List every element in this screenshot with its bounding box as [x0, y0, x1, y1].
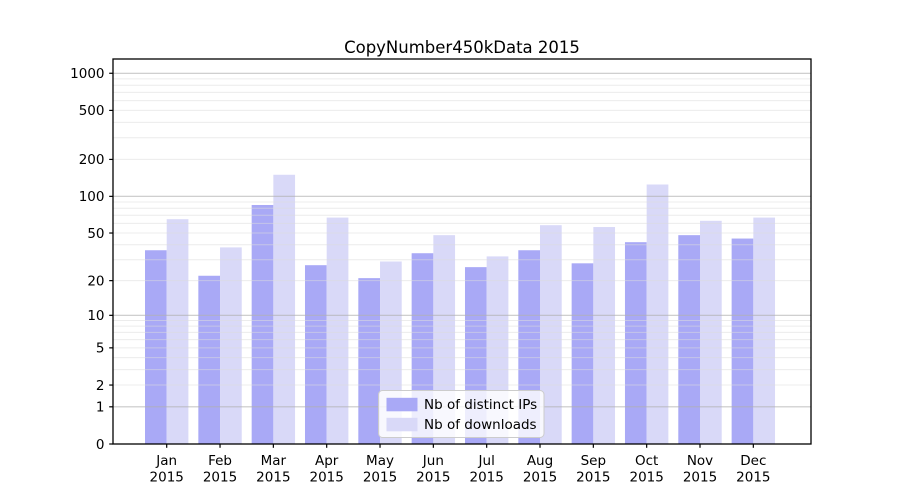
y-tick-label-1000: 1000 [70, 66, 104, 82]
axes-box [112, 58, 812, 445]
chart-root: 01251020501002005001000Jan2015Feb2015Mar… [70, 58, 812, 486]
bar-nb-of-downloads-apr [326, 217, 349, 444]
x-tick-year-apr: 2015 [310, 470, 344, 486]
x-tick-label-sep: Sep [581, 453, 606, 469]
bar-nb-of-downloads-jan [166, 219, 189, 444]
y-tick-label-5: 5 [96, 341, 105, 357]
y-tick-label-2: 2 [96, 378, 105, 394]
x-tick-label-jun: Jun [422, 453, 444, 469]
bar-nb-of-distinct-ips-feb [198, 275, 221, 444]
legend: Nb of distinct IPs Nb of downloads [378, 390, 545, 438]
legend-swatch-nb-of-downloads [386, 417, 418, 432]
y-tick-label-20: 20 [87, 273, 104, 289]
legend-swatch-nb-of-distinct-ips [386, 397, 418, 412]
x-tick-label-oct: Oct [635, 453, 658, 469]
legend-label-nb-of-distinct-ips: Nb of distinct IPs [424, 397, 537, 413]
x-tick-label-dec: Dec [740, 453, 766, 469]
y-tick-label-500: 500 [79, 103, 105, 119]
y-tick-label-10: 10 [87, 308, 104, 324]
x-tick-label-jan: Jan [155, 453, 177, 469]
bar-nb-of-distinct-ips-jan [145, 250, 167, 444]
bar-nb-of-downloads-feb [220, 247, 242, 444]
bar-nb-of-distinct-ips-apr [304, 265, 327, 444]
bar-nb-of-distinct-ips-sep [571, 263, 594, 444]
x-tick-year-feb: 2015 [203, 470, 237, 486]
y-tick-label-0: 0 [96, 437, 105, 453]
x-tick-label-mar: Mar [261, 453, 287, 469]
x-tick-label-may: May [366, 453, 394, 469]
x-tick-year-dec: 2015 [736, 470, 770, 486]
legend-label-nb-of-downloads: Nb of downloads [424, 417, 537, 433]
x-tick-year-jul: 2015 [470, 470, 504, 486]
x-tick-year-jun: 2015 [416, 470, 450, 486]
bar-nb-of-downloads-aug [540, 225, 562, 444]
x-tick-label-jul: Jul [478, 453, 495, 469]
bar-nb-of-distinct-ips-dec [731, 238, 754, 444]
x-tick-label-aug: Aug [527, 453, 553, 469]
bar-nb-of-downloads-oct [646, 184, 669, 445]
bar-nb-of-distinct-ips-oct [624, 242, 647, 444]
x-tick-label-feb: Feb [208, 453, 232, 469]
y-tick-label-200: 200 [79, 152, 105, 168]
bar-nb-of-distinct-ips-mar [251, 204, 274, 444]
x-tick-year-nov: 2015 [683, 470, 717, 486]
x-tick-year-mar: 2015 [256, 470, 290, 486]
x-tick-year-sep: 2015 [576, 470, 610, 486]
x-tick-year-may: 2015 [363, 470, 397, 486]
bar-nb-of-downloads-mar [273, 174, 296, 444]
y-axis: 0 1 2 5 10 20 50 100 200 500 1000 [70, 66, 113, 453]
bar-nb-of-distinct-ips-may [358, 278, 381, 444]
y-tick-label-50: 50 [87, 226, 104, 242]
x-axis: Jan2015Feb2015Mar2015Apr2015May2015Jun20… [150, 444, 771, 486]
legend-box [378, 390, 545, 438]
y-tick-label-100: 100 [79, 189, 105, 205]
x-tick-label-nov: Nov [687, 453, 713, 469]
x-tick-year-aug: 2015 [523, 470, 557, 486]
y-tick-label-1: 1 [96, 400, 105, 416]
bar-nb-of-downloads-sep [593, 227, 616, 444]
x-tick-label-apr: Apr [315, 453, 339, 469]
chart-title: CopyNumber450kData 2015 [344, 38, 580, 57]
bar-nb-of-downloads-dec [753, 217, 776, 444]
x-tick-year-oct: 2015 [629, 470, 663, 486]
x-tick-year-jan: 2015 [150, 470, 184, 486]
gridlines [113, 72, 811, 408]
